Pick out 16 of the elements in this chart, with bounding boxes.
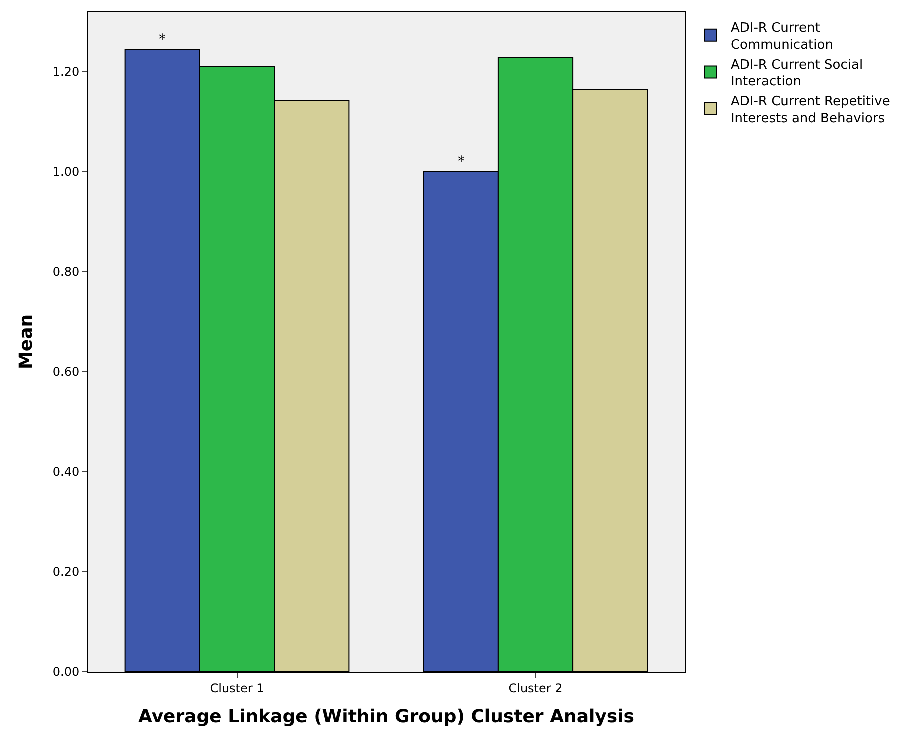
y-tick-label: 0.00: [52, 665, 80, 680]
y-tick-label: 0.60: [52, 365, 80, 380]
legend-label: ADI-R Current Communication: [730, 21, 834, 53]
y-tick-label: 1.20: [52, 65, 80, 80]
legend-label: ADI-R Current Repetitive Interests and Behaviors: [730, 94, 890, 127]
y-tick-label: 0.20: [52, 565, 80, 580]
x-tick-label: Cluster 2: [508, 681, 563, 696]
y-axis-title: Mean: [16, 314, 38, 370]
annotation: *: [159, 32, 166, 48]
x-axis-title: Average Linkage (Within Group) Cluster Analysis: [138, 706, 634, 728]
y-tick-label: 0.40: [52, 465, 80, 480]
y-tick-label: 0.80: [52, 265, 80, 280]
annotation: *: [458, 154, 465, 170]
y-tick-label: 1.00: [52, 165, 80, 180]
x-tick-label: Cluster 1: [210, 681, 264, 696]
legend-label: ADI-R Current Social Interaction: [730, 58, 864, 90]
